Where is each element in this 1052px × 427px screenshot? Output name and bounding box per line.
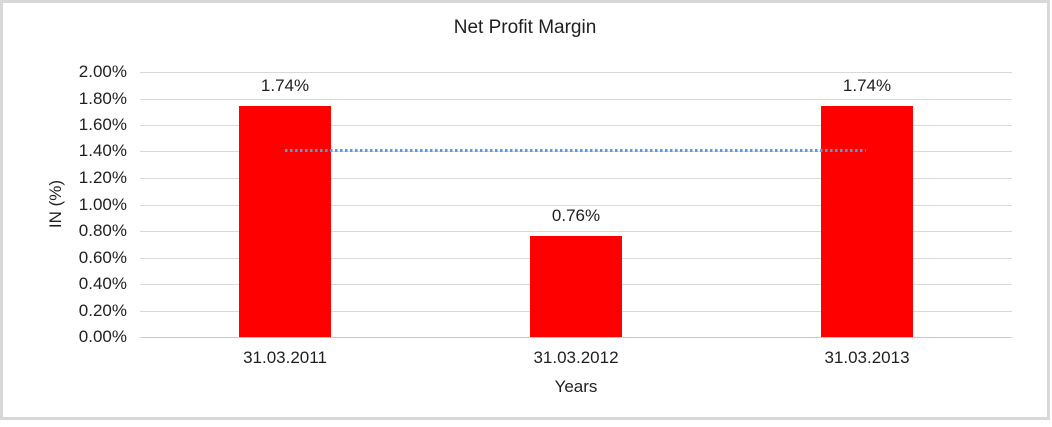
y-axis-tick-label: 1.40% bbox=[78, 141, 127, 160]
chart-title: Net Profit Margin bbox=[453, 17, 597, 38]
y-axis-tick-label: 1.20% bbox=[78, 168, 127, 187]
y-axis-tick-label: 1.60% bbox=[78, 115, 127, 134]
bar bbox=[239, 106, 331, 337]
bar bbox=[821, 106, 913, 337]
y-axis-tick-label: 1.80% bbox=[78, 89, 127, 108]
x-axis-title: Years bbox=[554, 377, 598, 396]
y-axis-tick-label: 0.00% bbox=[78, 327, 127, 346]
gridline bbox=[140, 125, 1012, 126]
gridline bbox=[140, 205, 1012, 206]
y-axis-tick-label: 1.00% bbox=[78, 195, 127, 214]
x-axis-category-label: 31.03.2012 bbox=[533, 348, 619, 367]
y-axis-tick-label: 2.00% bbox=[78, 62, 127, 81]
gridline bbox=[140, 99, 1012, 100]
y-axis-tick-label: 0.20% bbox=[78, 301, 127, 320]
bar bbox=[530, 236, 622, 337]
bar-data-label: 0.76% bbox=[551, 206, 601, 225]
gridline bbox=[140, 337, 1012, 338]
y-axis-tick-label: 0.80% bbox=[78, 221, 127, 240]
average-trendline bbox=[285, 149, 866, 152]
x-axis-category-label: 31.03.2013 bbox=[824, 348, 910, 367]
y-axis-tick-label: 0.60% bbox=[78, 248, 127, 267]
gridline bbox=[140, 231, 1012, 232]
y-axis-tick-label: 0.40% bbox=[78, 274, 127, 293]
gridline bbox=[140, 178, 1012, 179]
x-axis-category-label: 31.03.2011 bbox=[243, 348, 327, 367]
bar-data-label: 1.74% bbox=[842, 76, 892, 95]
bar-data-label: 1.74% bbox=[260, 76, 310, 95]
gridline bbox=[140, 72, 1012, 73]
